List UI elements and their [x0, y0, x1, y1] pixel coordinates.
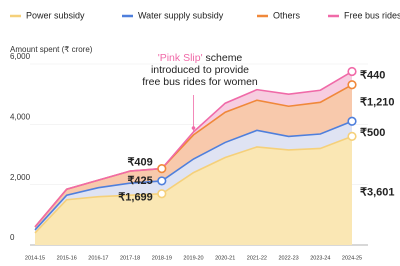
value-label: ₹1,210 — [360, 97, 395, 109]
y-tick-label: 2,000 — [10, 173, 31, 182]
y-tick-label: 4,000 — [10, 112, 31, 121]
annotation-highlight: 'Pink Slip' — [158, 52, 203, 64]
legend-label: Power subsidy — [26, 10, 85, 20]
x-tick-label: 2014-15 — [25, 255, 45, 261]
legend-label: Water supply subsidy — [138, 10, 224, 20]
x-tick-label: 2022-23 — [279, 255, 299, 261]
value-label: ₹440 — [360, 69, 385, 81]
annotation: free bus rides for women — [142, 76, 258, 88]
x-tick-label: 2023-24 — [310, 255, 330, 261]
annotation: introduced to provide — [151, 64, 249, 76]
point-marker — [347, 80, 357, 90]
value-label: ₹3,601 — [360, 186, 395, 198]
area-line — [34, 120, 353, 231]
point-marker — [347, 66, 357, 77]
area-band — [35, 136, 352, 245]
x-tick-label: 2016-17 — [88, 255, 108, 261]
y-tick-label: 0 — [10, 233, 15, 242]
point-marker — [157, 189, 167, 199]
legend-label: Free bus rides for women — [344, 10, 400, 20]
area-band — [35, 84, 352, 230]
x-tick-label: 2015-16 — [57, 255, 77, 261]
x-tick-label: 2020-21 — [215, 255, 235, 261]
value-label: ₹409 — [127, 156, 152, 168]
area-line — [34, 135, 353, 234]
value-label: ₹425 — [127, 175, 152, 187]
y-tick-label: 6,000 — [10, 52, 31, 61]
point-marker — [347, 116, 357, 126]
x-tick-label: 2019-20 — [183, 255, 203, 261]
point-marker — [157, 163, 167, 174]
point-marker — [157, 176, 167, 186]
x-tick-label: 2017-18 — [120, 255, 140, 261]
annotation-dot — [191, 126, 196, 130]
x-tick-label: 2018-19 — [152, 255, 172, 261]
value-label: ₹500 — [360, 127, 385, 139]
annotation: 'Pink Slip' scheme — [158, 52, 243, 64]
value-label: ₹1,699 — [118, 192, 153, 204]
y-axis-label: Amount spent (₹ crore) — [10, 45, 93, 54]
annotation-text: scheme — [203, 52, 243, 64]
x-tick-label: 2021-22 — [247, 255, 267, 261]
x-tick-label: 2024-25 — [342, 255, 362, 261]
point-marker — [347, 131, 357, 141]
legend-label: Others — [273, 10, 301, 20]
